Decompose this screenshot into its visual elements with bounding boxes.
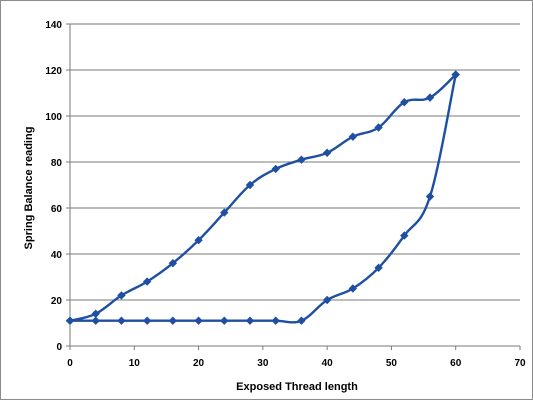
x-tick-label: 0 <box>67 358 73 369</box>
x-tick-label: 60 <box>450 358 462 369</box>
x-tick-labels: 0 10 20 30 40 50 60 70 <box>67 358 526 369</box>
data-point-series-1 <box>117 291 126 300</box>
data-point-series-1 <box>220 208 229 217</box>
x-tick-label: 30 <box>257 358 269 369</box>
y-tick-label: 20 <box>51 296 63 307</box>
data-point-series-1 <box>322 148 332 157</box>
series-layer <box>65 70 460 325</box>
data-point-series-2 <box>271 316 280 325</box>
data-point-series-2 <box>297 316 306 325</box>
data-point-series-2 <box>168 316 178 325</box>
data-point-series-2 <box>322 295 332 305</box>
data-point-series-1 <box>194 236 203 245</box>
data-point-series-2 <box>65 316 75 325</box>
y-tick-label: 140 <box>45 20 62 31</box>
x-tick-label: 50 <box>386 358 398 369</box>
data-point-series-2 <box>425 192 435 201</box>
data-point-series-2 <box>194 316 203 325</box>
data-point-series-2 <box>142 316 152 325</box>
data-point-series-1 <box>425 93 435 102</box>
data-point-series-1 <box>400 98 409 107</box>
series-line-1 <box>68 73 457 322</box>
x-tick-label: 20 <box>193 358 205 369</box>
y-tick-label: 0 <box>56 342 62 353</box>
data-point-series-2 <box>220 316 229 325</box>
data-point-series-1 <box>271 164 280 174</box>
data-point-series-1 <box>374 123 383 132</box>
data-point-series-2 <box>348 284 358 293</box>
data-point-series-2 <box>245 316 255 325</box>
x-tick-label: 10 <box>129 358 141 369</box>
gridlines <box>70 23 520 301</box>
data-point-series-1 <box>142 277 152 286</box>
y-tick-label: 80 <box>51 158 63 169</box>
x-tick-label: 70 <box>514 358 526 369</box>
data-point-series-1 <box>91 309 100 318</box>
axes <box>66 23 521 350</box>
series-line-2 <box>68 73 457 324</box>
y-tick-label: 100 <box>45 112 62 123</box>
data-point-series-1 <box>297 155 306 164</box>
x-axis-label: Exposed Thread length <box>236 381 358 393</box>
y-tick-label: 120 <box>45 66 62 77</box>
data-point-series-1 <box>245 180 255 190</box>
data-point-series-2 <box>451 70 460 79</box>
data-point-series-1 <box>168 259 178 268</box>
y-tick-labels: 0 20 40 60 80 100 120 140 <box>45 20 62 353</box>
data-point-series-2 <box>91 316 100 325</box>
x-tick-label: 40 <box>322 358 334 369</box>
y-tick-label: 60 <box>51 204 63 215</box>
y-tick-label: 40 <box>51 250 63 261</box>
y-axis-label: Spring Balance reading <box>23 127 35 250</box>
data-point-series-2 <box>400 231 409 240</box>
data-point-series-2 <box>117 316 126 325</box>
data-point-series-2 <box>374 263 383 272</box>
data-point-series-1 <box>348 132 358 141</box>
